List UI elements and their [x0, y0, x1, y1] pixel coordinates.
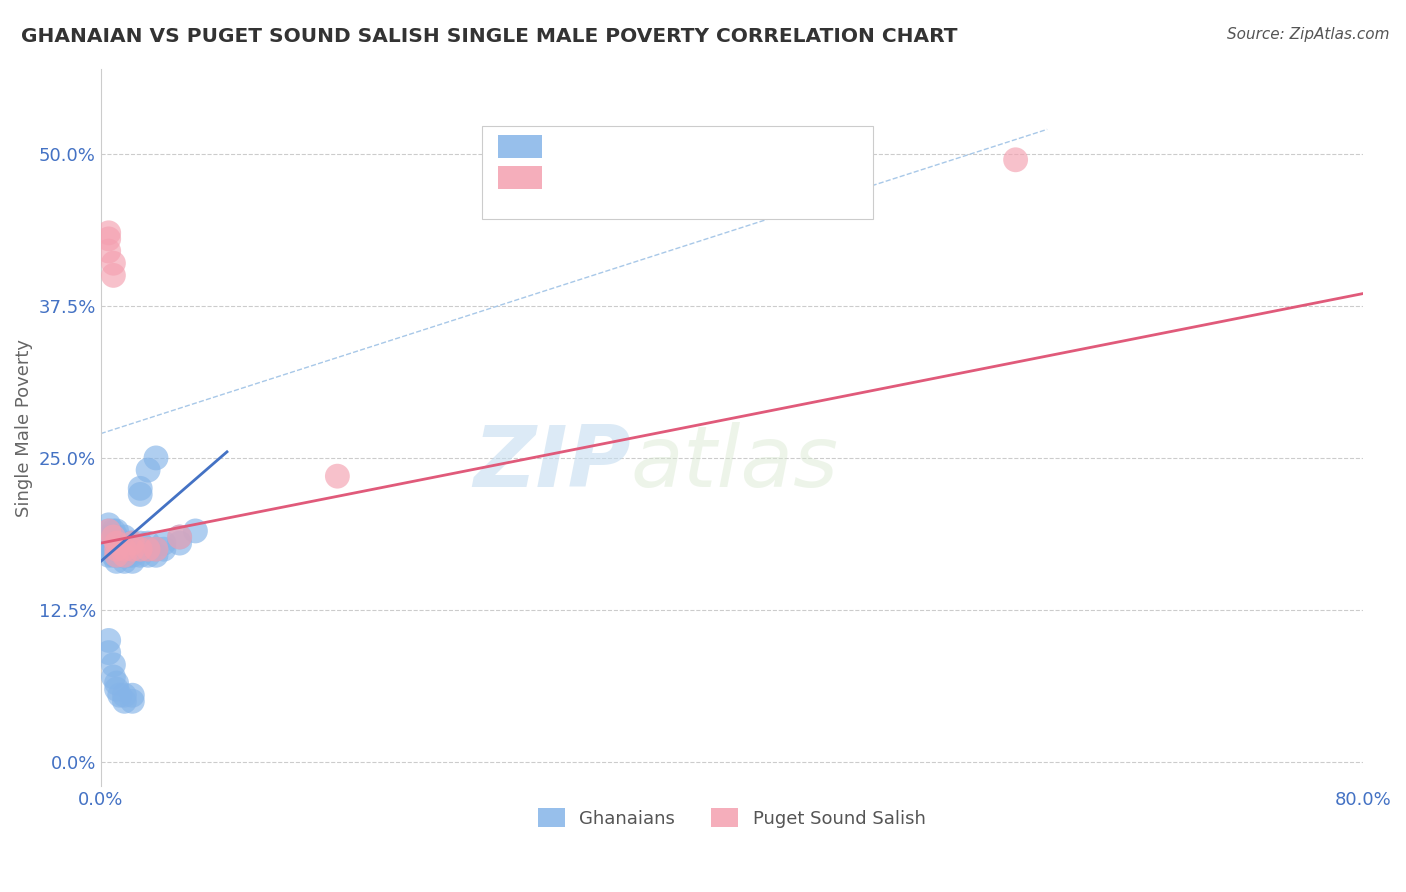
Point [145, 450, 167, 465]
Point [97, 530, 120, 544]
Text: N = 20: N = 20 [731, 169, 797, 187]
Point [145, 542, 167, 557]
Point [118, 549, 141, 563]
Point [121, 554, 143, 568]
Text: Source: ZipAtlas.com: Source: ZipAtlas.com [1226, 27, 1389, 42]
Point [97, 542, 120, 557]
Point [153, 542, 176, 557]
Point [169, 530, 191, 544]
Point [169, 536, 191, 550]
Point [114, 688, 136, 702]
Point [105, 536, 128, 550]
Point [105, 536, 128, 550]
Point [129, 536, 152, 550]
Point [136, 536, 159, 550]
Point [145, 542, 167, 557]
Point [97, 244, 120, 258]
Point [136, 542, 159, 557]
Point [145, 549, 167, 563]
Point [103, 549, 125, 563]
Point [121, 536, 143, 550]
Point [121, 694, 143, 708]
Point [105, 530, 128, 544]
Point [97, 517, 120, 532]
Point [1004, 153, 1026, 167]
Point [129, 542, 152, 557]
Point [103, 670, 125, 684]
Point [108, 688, 131, 702]
Point [129, 481, 152, 495]
Point [129, 542, 152, 557]
Point [114, 542, 136, 557]
Text: GHANAIAN VS PUGET SOUND SALISH SINGLE MALE POVERTY CORRELATION CHART: GHANAIAN VS PUGET SOUND SALISH SINGLE MA… [21, 27, 957, 45]
Text: R =  0.177: R = 0.177 [558, 136, 659, 155]
Point [97, 536, 120, 550]
Point [129, 487, 152, 501]
Point [97, 524, 120, 538]
Point [105, 549, 128, 563]
FancyBboxPatch shape [482, 126, 873, 219]
Y-axis label: Single Male Poverty: Single Male Poverty [15, 338, 32, 516]
Point [114, 542, 136, 557]
Point [114, 530, 136, 544]
Point [136, 463, 159, 477]
Point [114, 694, 136, 708]
Point [118, 542, 141, 557]
Point [103, 657, 125, 672]
Point [136, 549, 159, 563]
Point [105, 676, 128, 690]
Point [108, 549, 131, 563]
Point [108, 542, 131, 557]
Point [114, 549, 136, 563]
Point [97, 226, 120, 240]
Point [103, 256, 125, 270]
Point [121, 536, 143, 550]
Point [103, 530, 125, 544]
Point [184, 524, 207, 538]
Point [103, 524, 125, 538]
Text: N = 60: N = 60 [731, 136, 797, 155]
Point [103, 268, 125, 283]
Legend: Ghanaians, Puget Sound Salish: Ghanaians, Puget Sound Salish [530, 801, 934, 835]
Point [326, 469, 349, 483]
Point [114, 554, 136, 568]
Point [97, 232, 120, 246]
Point [97, 646, 120, 660]
Text: R = 0.348: R = 0.348 [558, 169, 654, 187]
Bar [498, 136, 543, 158]
Point [121, 542, 143, 557]
Point [118, 536, 141, 550]
Point [108, 536, 131, 550]
Point [103, 536, 125, 550]
Point [114, 536, 136, 550]
Point [121, 542, 143, 557]
Point [121, 549, 143, 563]
Point [105, 524, 128, 538]
Text: ZIP: ZIP [474, 422, 631, 505]
Point [97, 633, 120, 648]
Bar [498, 166, 543, 189]
Point [105, 542, 128, 557]
Point [105, 682, 128, 697]
Point [136, 542, 159, 557]
Point [97, 524, 120, 538]
Point [105, 542, 128, 557]
Point [103, 542, 125, 557]
Text: atlas: atlas [631, 422, 839, 505]
Point [97, 549, 120, 563]
Point [121, 688, 143, 702]
Point [169, 530, 191, 544]
Point [105, 554, 128, 568]
Point [129, 549, 152, 563]
Point [114, 549, 136, 563]
Point [105, 549, 128, 563]
Point [153, 536, 176, 550]
Point [103, 530, 125, 544]
